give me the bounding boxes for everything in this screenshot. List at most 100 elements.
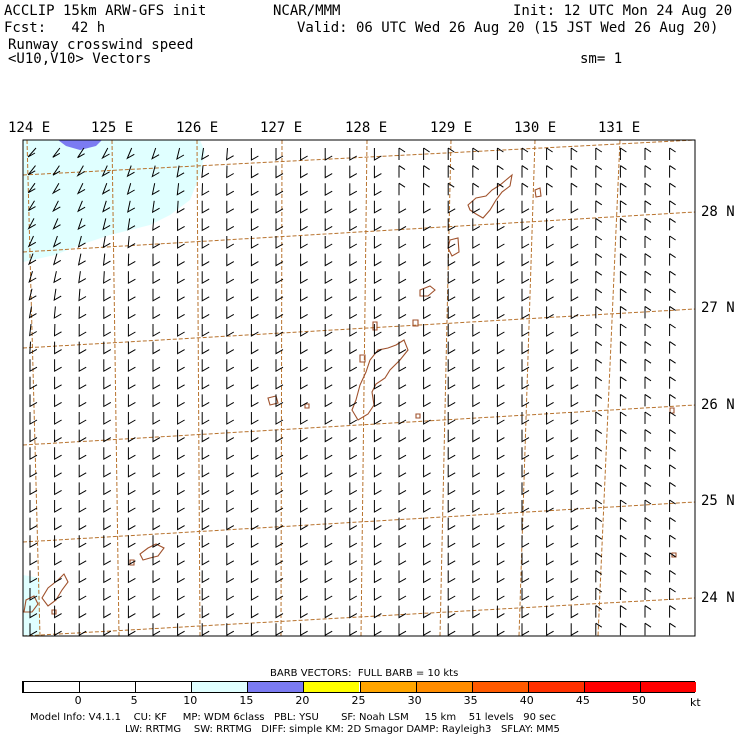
wind-barb [521,623,530,637]
model-info: Model Info: V4.1.1 CU: KF MP: WDM 6class… [30,712,556,723]
wind-barb [151,165,160,178]
wind-barb [472,464,481,478]
wind-barb [447,165,455,178]
wind-barb [324,429,333,443]
wind-barb [669,147,676,160]
wind-barb [226,324,235,337]
wind-barb [669,569,676,583]
wind-barb [103,623,112,637]
wind-barb [570,253,579,267]
wind-barb [595,605,603,618]
wind-barb [373,324,382,337]
wind-barb [324,376,333,390]
wind-barb [250,341,259,355]
wind-barb [324,341,333,355]
wind-barb [546,324,554,337]
wind-barb [349,500,358,513]
wind-barb [496,605,505,619]
meridian-line [196,139,201,637]
wind-barb [201,306,210,320]
wind-barb [103,605,112,619]
wind-barb [644,235,652,248]
meridian-line [439,139,452,637]
wind-barb [101,165,110,178]
wind-barb [349,165,358,179]
wind-barb [201,482,210,496]
wind-barb [126,165,135,178]
wind-barb [349,605,358,619]
wind-barb [644,165,652,178]
wind-barb [398,588,407,601]
wind-barb [103,376,112,390]
wind-barb [521,271,530,285]
wind-barb [250,288,259,302]
wind-barb [152,500,161,513]
wind-barb [127,500,136,513]
wind-barb [324,359,333,373]
wind-barb [177,218,185,232]
meridian-line [518,139,536,637]
wind-barb [546,447,554,461]
wind-barb [127,288,136,302]
wind-barb [152,588,161,601]
wind-barb [275,359,284,373]
wind-barb [472,288,481,302]
colorbar-segment [471,682,528,692]
wind-barb [300,482,308,496]
wind-barb [546,464,554,478]
wind-barb [177,570,185,584]
wind-barb [570,535,579,549]
wind-barb [127,605,136,619]
wind-barb [496,236,505,249]
wind-barb [324,500,333,513]
colorbar-unit: kt [690,696,701,709]
colorbar-tick-label: 40 [519,694,534,707]
wind-barb [275,271,284,285]
wind-barb [570,182,578,196]
wind-barb [54,482,62,496]
wind-barb [300,341,308,355]
wind-barb [595,517,603,530]
wind-barb [423,341,431,355]
wind-barb [595,341,603,354]
mid-wind-shading [58,140,102,150]
wind-barb [226,200,235,214]
wind-barb [53,323,62,337]
wind-barb [54,570,62,584]
wind-barb [29,570,38,584]
wind-barb [51,182,61,195]
wind-barb [595,235,603,248]
wind-barb [300,517,308,531]
lon-label: 128 E [345,120,388,136]
colorbar-segment [527,682,584,692]
wind-barb [78,429,87,443]
wind-barb [250,500,259,513]
wind-barb [546,147,553,160]
wind-barb [373,535,382,549]
wind-barb [496,359,505,373]
wind-barb [300,183,308,197]
wind-barb [52,253,62,266]
wind-barb [201,253,210,267]
wind-barb [275,570,284,584]
wind-barb [77,200,86,213]
wind-barb [324,183,333,197]
wind-barb [28,288,37,301]
wind-barb [349,535,358,549]
wind-barb [398,412,407,425]
wind-barb [398,288,407,302]
wind-barb [324,148,333,161]
wind-barb [226,447,235,461]
wind-barb [373,376,382,390]
wind-barb [546,288,554,302]
wind-barb [521,218,530,232]
wind-barb [521,359,530,373]
wind-barb [324,200,333,214]
wind-barb [275,376,284,390]
lon-label: 129 E [430,120,473,136]
wind-barb [373,341,382,355]
wind-barb [226,570,235,584]
ishigaki-island [41,573,69,607]
wind-barb [398,605,407,619]
wind-barb [152,482,161,496]
